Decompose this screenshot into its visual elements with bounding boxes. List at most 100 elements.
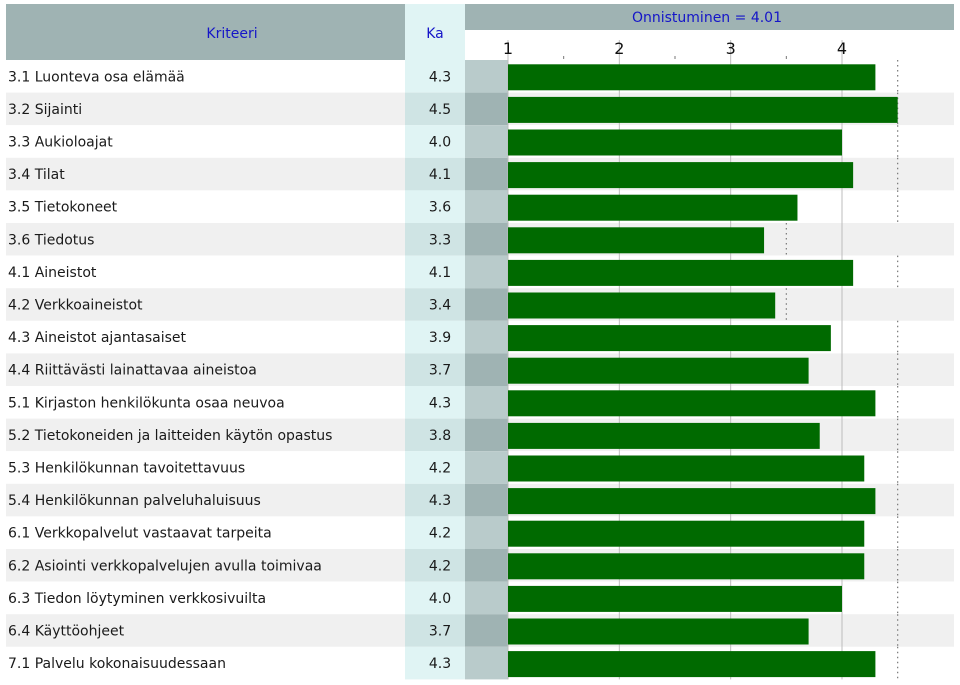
category-label: 4.1 Aineistot bbox=[8, 265, 97, 281]
gap-cell bbox=[465, 60, 508, 93]
gap-cell bbox=[465, 418, 508, 452]
category-label: 6.3 Tiedon löytyminen verkkosivuilta bbox=[8, 591, 266, 607]
bar bbox=[508, 618, 809, 645]
bar bbox=[508, 129, 842, 156]
mean-cell bbox=[405, 418, 465, 452]
mean-header: Ka bbox=[426, 26, 444, 42]
row-background bbox=[6, 92, 405, 126]
bar bbox=[508, 553, 865, 580]
success-summary: Onnistuminen = 4.01 bbox=[632, 10, 782, 26]
x-tick-label: 4 bbox=[837, 39, 847, 58]
category-label: 6.4 Käyttöohjeet bbox=[8, 624, 125, 640]
gap-cell bbox=[465, 483, 508, 517]
category-label: 6.1 Verkkopalvelut vastaavat tarpeita bbox=[8, 526, 272, 542]
mean-value-label: 3.8 bbox=[429, 428, 451, 444]
mean-cell bbox=[405, 516, 465, 549]
row-background bbox=[6, 386, 405, 419]
mean-value-label: 3.7 bbox=[429, 363, 451, 379]
mean-value-label: 4.2 bbox=[429, 461, 451, 477]
category-label: 4.2 Verkkoaineistot bbox=[8, 298, 143, 314]
mean-value-label: 4.3 bbox=[429, 395, 451, 411]
gap-cell bbox=[465, 190, 508, 223]
bar bbox=[508, 194, 798, 221]
category-label: 3.1 Luonteva osa elämää bbox=[8, 69, 185, 85]
gap-cell bbox=[465, 581, 508, 615]
mean-cell bbox=[405, 581, 465, 615]
row-background bbox=[6, 60, 405, 93]
mean-value-label: 3.9 bbox=[429, 330, 451, 346]
header-success-cell bbox=[465, 4, 954, 30]
mean-cell bbox=[405, 353, 465, 386]
category-label: 5.3 Henkilökunnan tavoitettavuus bbox=[8, 461, 245, 477]
table-header: Kriteeri Ka Onnistuminen = 4.01 bbox=[206, 10, 782, 42]
category-label: 3.5 Tietokoneet bbox=[8, 200, 118, 216]
gap-cell bbox=[465, 157, 508, 191]
row-background bbox=[6, 255, 405, 289]
mean-cell bbox=[405, 646, 465, 680]
gap-cell bbox=[465, 451, 508, 484]
bar bbox=[508, 520, 865, 547]
mean-value-label: 4.3 bbox=[429, 656, 451, 672]
mean-value-label: 4.0 bbox=[429, 135, 451, 151]
bar bbox=[508, 64, 876, 91]
row-background bbox=[6, 646, 405, 680]
mean-cell bbox=[405, 451, 465, 484]
bar bbox=[508, 292, 776, 319]
bar bbox=[508, 96, 898, 123]
row-background bbox=[6, 288, 405, 321]
bar bbox=[508, 390, 876, 417]
mean-value-label: 4.2 bbox=[429, 558, 451, 574]
gap-cell bbox=[465, 125, 508, 158]
bar bbox=[508, 227, 765, 254]
x-tick-label: 3 bbox=[726, 39, 736, 58]
mean-value-label: 4.0 bbox=[429, 591, 451, 607]
header-criteria-cell bbox=[6, 4, 405, 60]
gap-cell bbox=[465, 92, 508, 126]
row-background bbox=[6, 157, 405, 191]
row-background bbox=[6, 581, 405, 615]
gap-cell bbox=[465, 288, 508, 321]
category-label: 3.2 Sijainti bbox=[8, 102, 82, 118]
category-label: 3.4 Tilat bbox=[8, 167, 65, 183]
mean-value-label: 3.4 bbox=[429, 298, 451, 314]
row-background bbox=[6, 320, 405, 354]
gap-cell bbox=[465, 386, 508, 419]
row-background bbox=[6, 125, 405, 158]
row-background bbox=[6, 516, 405, 549]
mean-cell bbox=[405, 386, 465, 419]
mean-cell bbox=[405, 320, 465, 354]
bar bbox=[508, 651, 876, 678]
bar bbox=[508, 325, 831, 352]
mean-cell bbox=[405, 190, 465, 223]
category-label: 4.4 Riittävästi lainattavaa aineistoa bbox=[8, 363, 257, 379]
mean-cell bbox=[405, 549, 465, 582]
bar bbox=[508, 488, 876, 515]
gap-cell bbox=[465, 516, 508, 549]
reference-markers bbox=[785, 60, 899, 680]
category-label: 5.4 Henkilökunnan palveluhaluisuus bbox=[8, 493, 261, 509]
bar bbox=[508, 162, 854, 189]
mean-value-label: 3.7 bbox=[429, 624, 451, 640]
gap-cell bbox=[465, 614, 508, 647]
bar bbox=[508, 259, 854, 286]
mean-value-label: 4.2 bbox=[429, 526, 451, 542]
mean-value-label: 3.6 bbox=[429, 200, 451, 216]
mean-cell bbox=[405, 614, 465, 647]
mean-cell bbox=[405, 288, 465, 321]
mean-value-label: 4.5 bbox=[429, 102, 451, 118]
mean-value-label: 3.3 bbox=[429, 232, 451, 248]
bar bbox=[508, 585, 842, 612]
category-label: 5.2 Tietokoneiden ja laitteiden käytön o… bbox=[8, 428, 332, 444]
header-mean-cell bbox=[405, 4, 465, 60]
axis-ticks: 1 2 3 4 bbox=[503, 39, 847, 58]
bars bbox=[508, 64, 898, 678]
row-background bbox=[6, 451, 405, 484]
category-label: 4.3 Aineistot ajantasaiset bbox=[8, 330, 187, 346]
row-background bbox=[6, 190, 405, 223]
mean-cell bbox=[405, 125, 465, 158]
gap-cell bbox=[465, 353, 508, 386]
row-background bbox=[6, 418, 405, 452]
category-label: 5.1 Kirjaston henkilökunta osaa neuvoa bbox=[8, 395, 285, 411]
category-label: 6.2 Asiointi verkkopalvelujen avulla toi… bbox=[8, 558, 322, 574]
bar bbox=[508, 455, 865, 482]
